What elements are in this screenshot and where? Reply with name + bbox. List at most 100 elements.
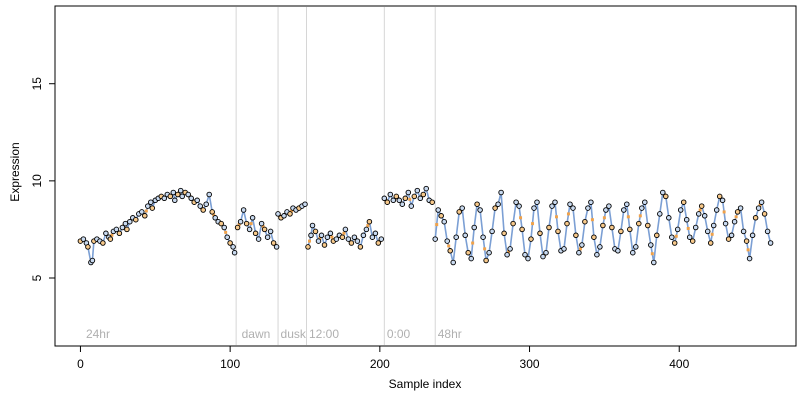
data-point-9 bbox=[100, 240, 106, 246]
data-point-175 bbox=[585, 205, 591, 211]
data-point-98 bbox=[354, 238, 361, 244]
data-point-111 bbox=[393, 193, 400, 200]
data-point-174 bbox=[582, 218, 588, 225]
data-point-234 bbox=[761, 211, 768, 217]
data-point-58 bbox=[237, 218, 244, 225]
data-point-172 bbox=[576, 249, 582, 256]
data-point-233 bbox=[758, 199, 765, 205]
data-point-56 bbox=[231, 249, 238, 256]
data-point-170 bbox=[570, 205, 576, 211]
data-point-34 bbox=[170, 189, 177, 196]
data-point-131 bbox=[453, 234, 459, 240]
data-point-53 bbox=[224, 234, 230, 240]
data-point-73 bbox=[281, 213, 287, 219]
data-point-64 bbox=[255, 236, 262, 242]
data-point-52 bbox=[221, 224, 227, 231]
data-point-226 bbox=[737, 205, 744, 211]
data-point-189 bbox=[627, 226, 633, 233]
data-point-46 bbox=[203, 201, 209, 207]
data-point-185 bbox=[615, 248, 621, 254]
data-point-107 bbox=[381, 195, 388, 202]
data-point-45 bbox=[200, 207, 206, 213]
data-point-95 bbox=[345, 236, 352, 242]
data-point-190 bbox=[630, 249, 636, 256]
data-point-146 bbox=[498, 189, 504, 196]
data-point-132 bbox=[456, 209, 462, 215]
data-point-139 bbox=[477, 207, 483, 213]
data-point-59 bbox=[240, 207, 247, 213]
data-point-178 bbox=[594, 251, 600, 258]
data-point-225 bbox=[734, 209, 741, 215]
data-point-159 bbox=[537, 230, 543, 237]
x-tick-label-4: 400 bbox=[669, 357, 689, 371]
data-point-115 bbox=[405, 189, 412, 196]
data-point-161 bbox=[543, 249, 549, 256]
data-point-179 bbox=[597, 244, 603, 250]
data-point-154 bbox=[522, 251, 528, 258]
data-point-101 bbox=[363, 226, 370, 233]
data-point-218 bbox=[713, 207, 720, 213]
data-point-193 bbox=[639, 205, 645, 211]
y-tick-label-1: 10 bbox=[30, 174, 44, 188]
data-point-3 bbox=[85, 244, 91, 250]
data-point-85 bbox=[315, 238, 322, 244]
data-point-51 bbox=[218, 220, 224, 227]
data-point-164 bbox=[552, 199, 558, 205]
data-point-236 bbox=[767, 240, 774, 246]
x-tick-label-2: 200 bbox=[370, 357, 390, 371]
data-point-68 bbox=[267, 228, 274, 235]
data-point-232 bbox=[755, 205, 762, 211]
data-point-187 bbox=[621, 207, 627, 213]
data-point-57 bbox=[234, 224, 241, 231]
data-point-180 bbox=[600, 222, 606, 229]
data-point-215 bbox=[704, 228, 711, 235]
data-point-35 bbox=[172, 197, 178, 204]
data-point-158 bbox=[534, 199, 540, 205]
data-point-120 bbox=[420, 191, 427, 198]
region-label-1: dawn bbox=[242, 327, 271, 341]
data-point-114 bbox=[402, 195, 409, 202]
data-point-209 bbox=[686, 234, 693, 240]
data-point-18 bbox=[124, 226, 130, 233]
data-point-183 bbox=[609, 224, 615, 231]
data-point-41 bbox=[188, 195, 194, 202]
fit-line-layer bbox=[79, 187, 772, 264]
region-label-5: 48hr bbox=[438, 327, 462, 341]
data-point-123 bbox=[429, 199, 435, 205]
data-point-54 bbox=[227, 240, 233, 246]
data-point-182 bbox=[606, 203, 612, 209]
data-point-44 bbox=[197, 203, 203, 209]
data-point-10 bbox=[103, 230, 109, 237]
data-point-203 bbox=[669, 234, 675, 240]
data-point-235 bbox=[764, 228, 771, 235]
data-point-108 bbox=[384, 199, 391, 205]
x-axis-label: Sample index bbox=[389, 377, 462, 391]
data-point-104 bbox=[372, 230, 379, 237]
data-point-205 bbox=[674, 226, 681, 233]
data-point-134 bbox=[462, 232, 468, 239]
data-point-87 bbox=[321, 242, 328, 248]
data-point-202 bbox=[666, 215, 672, 221]
data-point-216 bbox=[707, 240, 714, 246]
y-tick-label-2: 15 bbox=[30, 77, 44, 91]
data-point-221 bbox=[722, 220, 729, 227]
data-point-113 bbox=[399, 201, 406, 207]
data-point-192 bbox=[636, 220, 642, 227]
data-point-12 bbox=[107, 236, 114, 242]
data-point-103 bbox=[369, 234, 376, 240]
data-point-167 bbox=[561, 246, 567, 252]
y-axis-label: Expression bbox=[8, 142, 22, 201]
data-point-96 bbox=[348, 240, 355, 246]
x-tick-label-1: 100 bbox=[220, 357, 240, 371]
data-point-186 bbox=[618, 228, 624, 235]
data-point-25 bbox=[145, 203, 151, 209]
data-point-100 bbox=[360, 232, 367, 239]
data-point-142 bbox=[486, 249, 492, 256]
data-point-61 bbox=[246, 226, 253, 233]
data-point-162 bbox=[546, 224, 552, 231]
data-point-173 bbox=[579, 242, 585, 248]
data-point-194 bbox=[642, 199, 648, 205]
data-point-136 bbox=[468, 255, 474, 262]
data-point-191 bbox=[633, 244, 639, 250]
